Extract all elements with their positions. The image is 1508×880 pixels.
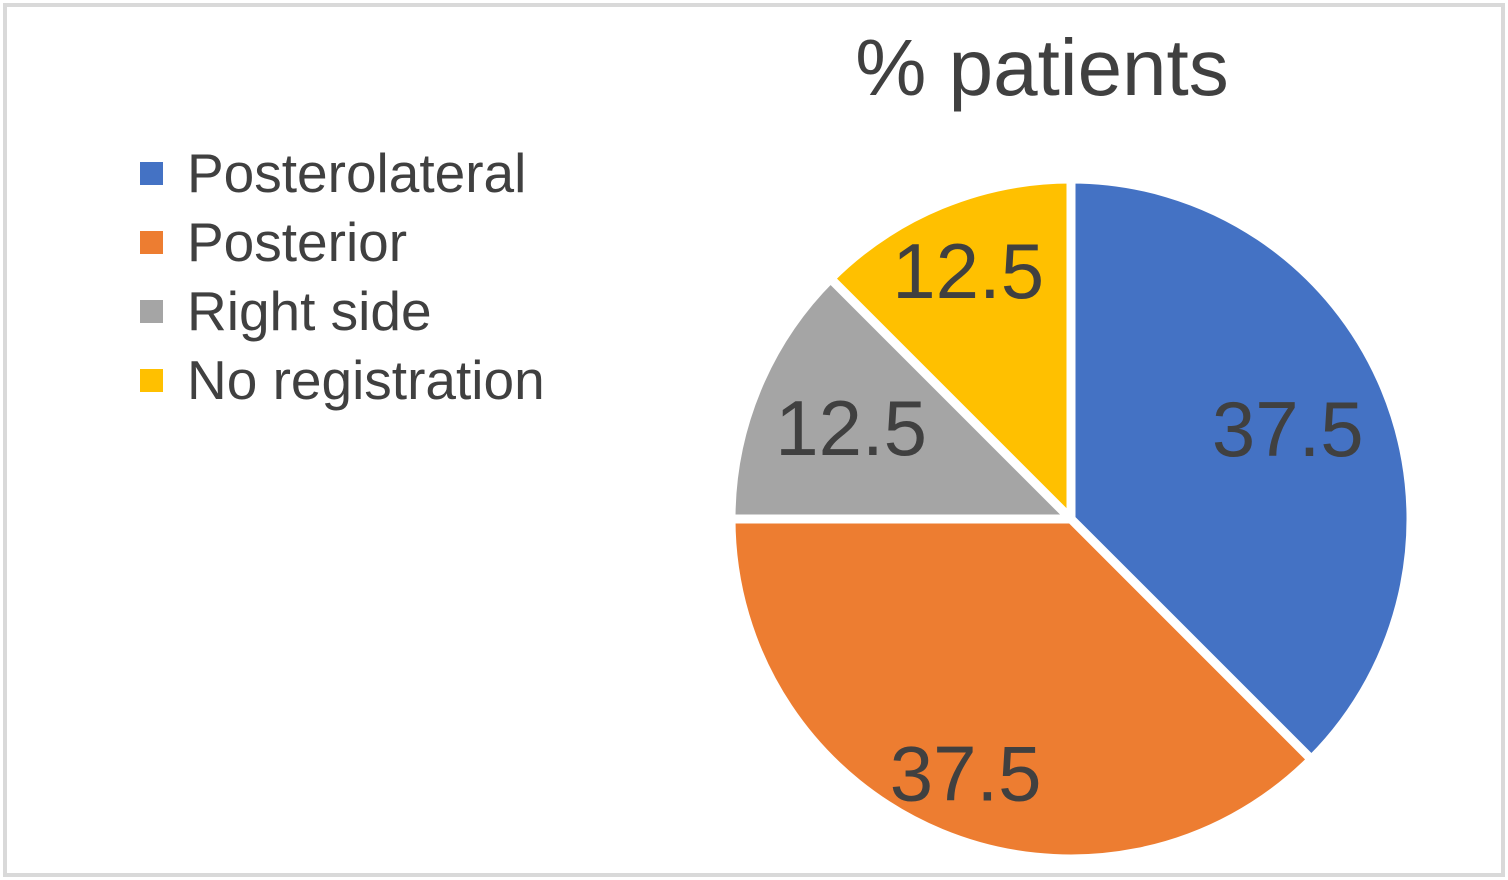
chart-legend: Posterolateral Posterior Right side No r… xyxy=(140,139,545,415)
legend-label-right-side: Right side xyxy=(187,280,432,342)
legend-label-posterolateral: Posterolateral xyxy=(187,142,527,204)
pie-slice-right-side xyxy=(726,274,1076,524)
pie-slice-label-right-side: 12.5 xyxy=(775,384,927,472)
legend-item-right-side: Right side xyxy=(140,277,545,346)
legend-swatch-no-registration xyxy=(140,369,163,392)
pie-slice-label-posterolateral: 37.5 xyxy=(1212,385,1364,473)
legend-item-posterior: Posterior xyxy=(140,208,545,277)
legend-item-posterolateral: Posterolateral xyxy=(140,139,545,208)
legend-swatch-posterior xyxy=(140,231,163,254)
legend-swatch-posterolateral xyxy=(140,162,163,185)
pie-slice-posterolateral xyxy=(1066,174,1416,764)
pie-slice-label-no-registration: 12.5 xyxy=(892,227,1044,315)
pie-slice-no-registration xyxy=(826,174,1076,524)
chart-title: % patients xyxy=(855,23,1229,112)
legend-swatch-right-side xyxy=(140,300,163,323)
legend-item-no-registration: No registration xyxy=(140,346,545,415)
legend-label-posterior: Posterior xyxy=(187,211,408,273)
legend-label-no-registration: No registration xyxy=(187,349,545,411)
pie-slice-label-posterior: 37.5 xyxy=(890,729,1042,817)
pie-slice-posterior xyxy=(726,514,1316,864)
